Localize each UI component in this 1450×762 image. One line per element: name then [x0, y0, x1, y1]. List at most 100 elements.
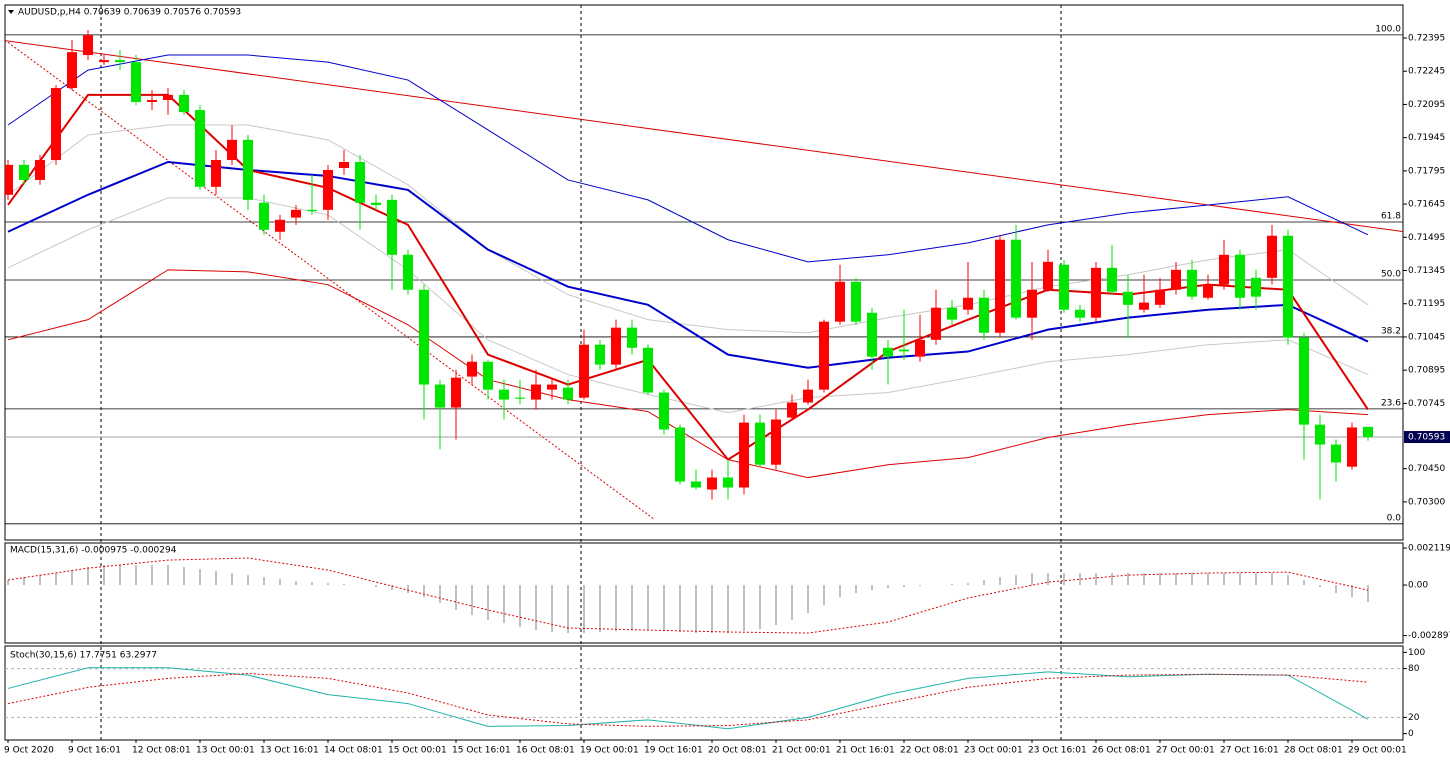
candle-body	[339, 162, 349, 168]
candle-body	[595, 344, 605, 365]
candle-body	[499, 389, 509, 400]
candle-body	[979, 297, 989, 333]
x-tick-label: 20 Oct 08:01	[708, 746, 767, 756]
candle-body	[883, 347, 893, 357]
indicator-line	[5, 39, 655, 520]
candle-body	[1267, 235, 1277, 278]
candle-body	[787, 402, 797, 418]
x-tick-label: 26 Oct 08:01	[1092, 746, 1151, 756]
y-tick-label: 0.70745	[1408, 399, 1445, 409]
macd-title: MACD(15,31,6) -0.000975 -0.000294	[10, 546, 177, 556]
candle-body	[483, 361, 493, 390]
candle-body	[947, 307, 957, 320]
indicator-line	[7, 160, 1369, 369]
main-panel	[4, 4, 1404, 541]
candle-body	[1043, 261, 1053, 290]
candle-body	[867, 312, 877, 357]
x-tick-label: 9 Oct 16:01	[68, 746, 121, 756]
candle-body	[739, 422, 749, 488]
candle-body	[163, 94, 173, 100]
candle-body	[1299, 337, 1309, 425]
candle-body	[243, 139, 253, 200]
indicator-line	[7, 557, 1369, 634]
candle-body	[851, 281, 861, 322]
fib-label: 50.0	[1381, 270, 1401, 280]
x-tick-label: 28 Oct 08:01	[1284, 746, 1343, 756]
candle-body	[531, 384, 541, 400]
candle-body	[963, 297, 973, 310]
y-tick-label: 0.71495	[1408, 233, 1445, 243]
y-tick-label: 0.70895	[1408, 366, 1445, 376]
candle-body	[579, 344, 589, 398]
candle-body	[371, 202, 381, 205]
candle-body	[1331, 444, 1341, 463]
candle-body	[691, 481, 701, 488]
candle-body	[1075, 309, 1085, 318]
candle-body	[5, 164, 13, 195]
fib-label: 0.0	[1387, 513, 1402, 523]
menu-arrow[interactable]	[8, 10, 14, 14]
candle-body	[115, 60, 125, 63]
y-tick-label: 0.71345	[1408, 266, 1445, 276]
candle-body	[819, 321, 829, 390]
candle-body	[259, 202, 269, 230]
y-tick-label: 100	[1408, 648, 1425, 658]
candle-body	[547, 384, 557, 390]
last-price-label: 0.70593	[1408, 433, 1445, 443]
candle-body	[435, 384, 445, 408]
candle-body	[643, 347, 653, 393]
indicator-line	[7, 54, 1369, 263]
x-tick-label: 29 Oct 00:01	[1348, 746, 1407, 756]
indicator-line	[7, 197, 1369, 414]
fib-label: 61.8	[1381, 212, 1401, 222]
x-tick-label: 13 Oct 16:01	[260, 746, 319, 756]
x-tick-label: 15 Oct 16:01	[452, 746, 511, 756]
x-tick-label: 13 Oct 00:01	[196, 746, 255, 756]
y-tick-label: 0	[1408, 729, 1414, 739]
y-tick-label: 0.72095	[1408, 100, 1445, 110]
candle-body	[1011, 239, 1021, 318]
candle-body	[403, 254, 413, 290]
candle-body	[659, 392, 669, 430]
candle-body	[1123, 291, 1133, 305]
x-tick-label: 23 Oct 16:01	[1028, 746, 1087, 756]
y-tick-label: 80	[1408, 664, 1420, 674]
candle-body	[1203, 284, 1213, 298]
candle-body	[419, 289, 429, 385]
x-tick-label: 22 Oct 08:01	[900, 746, 959, 756]
candle-body	[1155, 289, 1165, 305]
y-tick-label: 0.70450	[1408, 464, 1445, 474]
x-tick-label: 21 Oct 00:01	[772, 746, 831, 756]
candle-body	[67, 52, 77, 89]
fib-label: 100.0	[1375, 24, 1401, 34]
candle-body	[227, 139, 237, 161]
x-tick-label: 27 Oct 16:01	[1220, 746, 1279, 756]
y-tick-label: 0.71045	[1408, 332, 1445, 342]
x-tick-label: 23 Oct 00:01	[964, 746, 1023, 756]
candle-body	[627, 327, 637, 348]
candle-body	[387, 199, 397, 255]
candle-body	[1283, 235, 1293, 338]
candle-body	[1027, 289, 1037, 318]
y-tick-label: 0.71795	[1408, 166, 1445, 176]
x-tick-label: 15 Oct 00:01	[388, 746, 447, 756]
candle-body	[1139, 302, 1149, 310]
candle-body	[83, 35, 93, 56]
candle-body	[1187, 269, 1197, 297]
y-tick-label: 0.72245	[1408, 67, 1445, 77]
indicator-line	[7, 124, 1369, 334]
y-tick-label: 0.71945	[1408, 133, 1445, 143]
candle-body	[99, 60, 109, 63]
candle-body	[467, 361, 477, 377]
candle-body	[931, 307, 941, 340]
candle-body	[307, 209, 317, 212]
x-tick-label: 19 Oct 16:01	[644, 746, 703, 756]
macd-panel	[4, 542, 1404, 644]
candle-body	[1107, 267, 1117, 292]
candle-body	[147, 99, 157, 102]
plot-layer	[7, 557, 1369, 634]
x-tick-label: 21 Oct 16:01	[836, 746, 895, 756]
x-tick-label: 27 Oct 00:01	[1156, 746, 1215, 756]
candle-body	[899, 349, 909, 352]
